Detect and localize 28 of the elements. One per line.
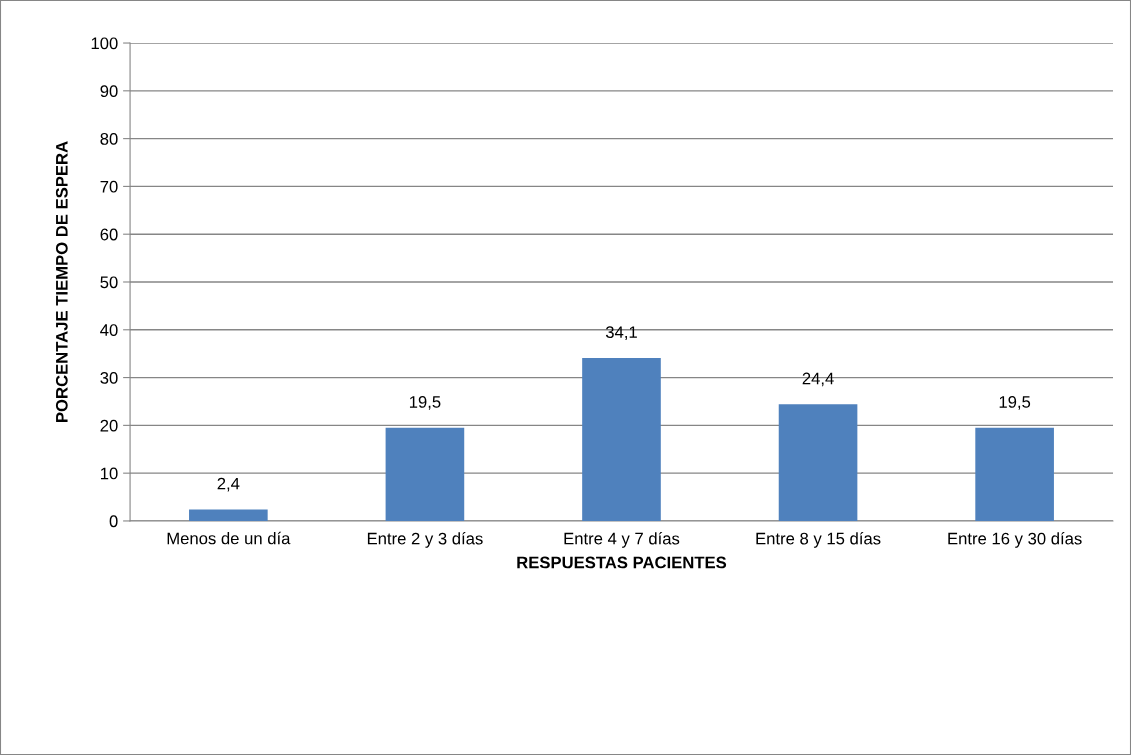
bar bbox=[975, 427, 1054, 521]
x-tick-label: Entre 4 y 7 días bbox=[564, 532, 680, 548]
data-label: 2,4 bbox=[217, 477, 240, 492]
x-axis-title: RESPUESTAS PACIENTES bbox=[517, 556, 727, 569]
x-tick-label: Entre 8 y 15 días bbox=[756, 532, 881, 548]
y-tick-label: 60 bbox=[100, 228, 118, 241]
y-tick-label: 30 bbox=[100, 371, 118, 384]
y-axis-title: PORCENTAJE TIEMPO DE ESPERA bbox=[55, 141, 68, 422]
data-label: 34,1 bbox=[605, 326, 637, 340]
x-tick-label: Entre 16 y 30 días bbox=[948, 532, 1082, 548]
y-tick-label: 10 bbox=[100, 467, 118, 480]
data-label: 19,5 bbox=[409, 395, 441, 410]
data-label: 19,5 bbox=[999, 395, 1031, 410]
y-tick-label: 20 bbox=[100, 419, 118, 432]
x-tick-label: Entre 2 y 3 días bbox=[367, 532, 483, 548]
y-tick-label: 80 bbox=[100, 133, 118, 145]
bar bbox=[582, 357, 661, 521]
bar bbox=[778, 404, 858, 521]
data-label: 24,4 bbox=[802, 372, 834, 387]
y-tick-label: 90 bbox=[100, 85, 118, 98]
y-tick-label: 100 bbox=[91, 37, 118, 50]
y-tick-label: 70 bbox=[100, 180, 118, 193]
bar bbox=[189, 509, 268, 521]
x-tick-label: Menos de un día bbox=[167, 531, 291, 545]
y-tick-label: 40 bbox=[100, 324, 118, 336]
y-tick-label: 0 bbox=[109, 515, 118, 528]
y-tick-label: 50 bbox=[100, 276, 118, 289]
bar bbox=[385, 427, 465, 521]
